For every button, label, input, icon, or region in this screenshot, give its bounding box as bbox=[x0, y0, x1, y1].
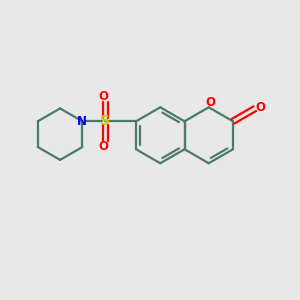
Text: S: S bbox=[100, 114, 110, 128]
Text: O: O bbox=[205, 95, 215, 109]
Text: N: N bbox=[77, 115, 87, 128]
Text: O: O bbox=[99, 90, 109, 103]
Text: O: O bbox=[255, 101, 265, 114]
Text: O: O bbox=[99, 140, 109, 153]
